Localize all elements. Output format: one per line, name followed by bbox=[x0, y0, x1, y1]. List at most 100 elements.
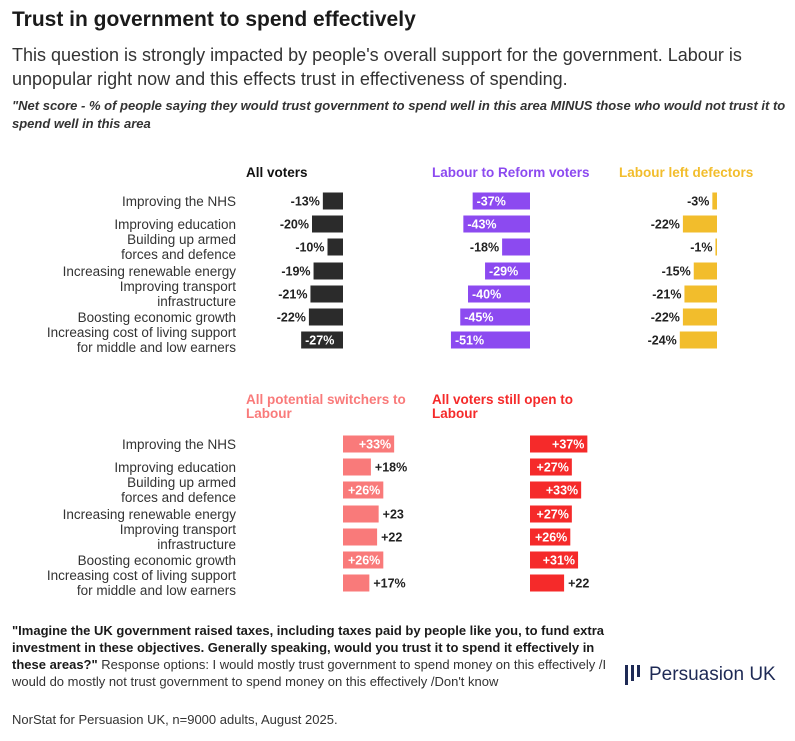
source-note: NorStat for Persuasion UK, n=9000 adults… bbox=[12, 712, 338, 727]
category-label-top-building-up-armed-forces-and-defence: Building up armed forces and defence bbox=[121, 232, 236, 262]
data-label-all-voters-3: -19% bbox=[281, 265, 310, 279]
category-label-bottom-increasing-renewable-energy: Increasing renewable energy bbox=[63, 507, 237, 522]
bar-all-voters-1 bbox=[312, 215, 343, 233]
bar-labour-left-defectors-2 bbox=[715, 238, 717, 256]
data-label-all-voters-2: -10% bbox=[295, 241, 324, 255]
bar-labour-to-reform-voters-1 bbox=[463, 215, 530, 233]
data-label-labour-to-reform-voters-5: -45% bbox=[464, 311, 493, 325]
category-label-top-increasing-renewable-energy: Increasing renewable energy bbox=[63, 264, 237, 279]
bar-all-potential-switchers-to-labour-4 bbox=[343, 528, 378, 546]
category-label-bottom-improving-the-nhs: Improving the NHS bbox=[122, 437, 236, 452]
data-label-all-voters-still-open-to-labour-1: +27% bbox=[537, 461, 569, 475]
data-label-labour-left-defectors-4: -21% bbox=[652, 288, 681, 302]
bar-labour-to-reform-voters-4 bbox=[468, 285, 530, 303]
question-options: Response options: I would mostly trust g… bbox=[12, 657, 607, 689]
category-label-bottom-increasing-cost-of-living-support-for-middle-and-low-earners: Increasing cost of living support for mid… bbox=[47, 568, 236, 598]
question-text: "Imagine the UK government raised taxes,… bbox=[12, 622, 612, 690]
data-label-all-potential-switchers-to-labour-3: +23 bbox=[383, 508, 404, 522]
data-label-labour-to-reform-voters-3: -29% bbox=[489, 265, 518, 279]
data-label-all-voters-4: -21% bbox=[278, 288, 307, 302]
data-label-all-potential-switchers-to-labour-2: +26% bbox=[348, 484, 380, 498]
data-label-labour-left-defectors-1: -22% bbox=[651, 218, 680, 232]
bar-labour-to-reform-voters-2 bbox=[502, 238, 530, 256]
category-label-top-increasing-cost-of-living-support-for-middle-and-low-earners: Increasing cost of living support for mid… bbox=[47, 325, 236, 355]
bar-all-voters-0 bbox=[322, 192, 343, 210]
data-label-all-potential-switchers-to-labour-0: +33% bbox=[359, 438, 391, 452]
category-label-top-improving-the-nhs: Improving the NHS bbox=[122, 194, 236, 209]
bar-all-potential-switchers-to-labour-2 bbox=[343, 481, 384, 499]
bar-all-voters-still-open-to-labour-6 bbox=[530, 574, 565, 592]
category-label-top-improving-education: Improving education bbox=[114, 217, 236, 232]
data-label-all-voters-0: -13% bbox=[291, 195, 320, 209]
category-label-bottom-improving-transport-infrastructure: Improving transport infrastructure bbox=[120, 522, 237, 552]
data-label-all-potential-switchers-to-labour-6: +17% bbox=[373, 577, 405, 591]
bar-all-voters-6 bbox=[301, 331, 343, 349]
bar-labour-to-reform-voters-3 bbox=[485, 262, 530, 280]
bar-all-voters-still-open-to-labour-2 bbox=[530, 481, 582, 499]
bar-labour-left-defectors-3 bbox=[693, 262, 717, 280]
series-header-all-voters-still-open-to-labour: All voters still open to Labour bbox=[432, 392, 573, 421]
data-label-labour-to-reform-voters-0: -37% bbox=[477, 195, 506, 209]
bar-all-potential-switchers-to-labour-0 bbox=[343, 435, 395, 453]
data-label-labour-to-reform-voters-2: -18% bbox=[470, 241, 499, 255]
data-label-labour-left-defectors-6: -24% bbox=[648, 334, 677, 348]
bar-labour-to-reform-voters-0 bbox=[472, 192, 530, 210]
bar-all-voters-3 bbox=[313, 262, 343, 280]
bar-all-voters-still-open-to-labour-5 bbox=[530, 551, 579, 569]
bar-all-potential-switchers-to-labour-3 bbox=[343, 505, 379, 523]
bar-labour-left-defectors-1 bbox=[682, 215, 717, 233]
series-header-labour-left-defectors: Labour left defectors bbox=[619, 165, 753, 180]
data-label-all-voters-1: -20% bbox=[280, 218, 309, 232]
bar-all-potential-switchers-to-labour-6 bbox=[343, 574, 370, 592]
data-label-all-potential-switchers-to-labour-4: +22 bbox=[381, 531, 402, 545]
bar-labour-to-reform-voters-6 bbox=[450, 331, 530, 349]
data-label-all-voters-still-open-to-labour-3: +27% bbox=[537, 508, 569, 522]
category-label-bottom-building-up-armed-forces-and-defence: Building up armed forces and defence bbox=[121, 475, 236, 505]
series-header-all-potential-switchers-to-labour: All potential switchers to Labour bbox=[246, 392, 406, 421]
data-label-labour-left-defectors-0: -3% bbox=[687, 195, 709, 209]
bar-labour-to-reform-voters-5 bbox=[460, 308, 530, 326]
category-label-top-improving-transport-infrastructure: Improving transport infrastructure bbox=[120, 279, 237, 309]
data-label-labour-left-defectors-3: -15% bbox=[662, 265, 691, 279]
bar-labour-left-defectors-4 bbox=[684, 285, 717, 303]
bar-labour-left-defectors-5 bbox=[682, 308, 717, 326]
data-label-labour-to-reform-voters-6: -51% bbox=[455, 334, 484, 348]
bar-all-voters-2 bbox=[327, 238, 343, 256]
bar-labour-left-defectors-0 bbox=[712, 192, 717, 210]
bar-all-voters-still-open-to-labour-0 bbox=[530, 435, 588, 453]
bar-labour-left-defectors-6 bbox=[679, 331, 717, 349]
bar-all-potential-switchers-to-labour-5 bbox=[343, 551, 384, 569]
category-label-bottom-boosting-economic-growth: Boosting economic growth bbox=[78, 553, 236, 568]
data-label-all-potential-switchers-to-labour-5: +26% bbox=[348, 554, 380, 568]
data-label-labour-to-reform-voters-1: -43% bbox=[467, 218, 496, 232]
chart-subtitle: This question is strongly impacted by pe… bbox=[12, 45, 742, 89]
data-label-all-voters-6: -27% bbox=[305, 334, 334, 348]
bar-all-voters-still-open-to-labour-3 bbox=[530, 505, 572, 523]
data-label-labour-to-reform-voters-4: -40% bbox=[472, 288, 501, 302]
chart-note: "Net score - % of people saying they wou… bbox=[12, 98, 786, 131]
persuasion-logo: Persuasion UK bbox=[625, 664, 776, 686]
bar-all-voters-4 bbox=[310, 285, 343, 303]
logo-text: Persuasion UK bbox=[649, 664, 776, 685]
bar-all-voters-still-open-to-labour-4 bbox=[530, 528, 571, 546]
question-bold: "Imagine the UK government raised taxes,… bbox=[12, 623, 605, 672]
series-header-labour-to-reform-voters: Labour to Reform voters bbox=[432, 165, 590, 180]
category-label-top-boosting-economic-growth: Boosting economic growth bbox=[78, 310, 236, 325]
chart-title: Trust in government to spend effectively bbox=[12, 8, 416, 31]
data-label-all-voters-still-open-to-labour-4: +26% bbox=[535, 531, 567, 545]
data-label-all-voters-5: -22% bbox=[277, 311, 306, 325]
data-label-all-voters-still-open-to-labour-2: +33% bbox=[546, 484, 578, 498]
category-label-bottom-improving-education: Improving education bbox=[114, 460, 236, 475]
bar-all-voters-still-open-to-labour-1 bbox=[530, 458, 572, 476]
data-label-all-voters-still-open-to-labour-6: +22 bbox=[568, 577, 589, 591]
bar-all-voters-5 bbox=[308, 308, 343, 326]
data-label-labour-left-defectors-2: -1% bbox=[690, 241, 712, 255]
data-label-all-voters-still-open-to-labour-5: +31% bbox=[543, 554, 575, 568]
logo-mark-icon bbox=[625, 665, 640, 685]
bar-all-potential-switchers-to-labour-1 bbox=[343, 458, 371, 476]
data-label-all-voters-still-open-to-labour-0: +37% bbox=[552, 438, 584, 452]
series-header-all-voters: All voters bbox=[246, 165, 308, 180]
data-label-labour-left-defectors-5: -22% bbox=[651, 311, 680, 325]
data-label-all-potential-switchers-to-labour-1: +18% bbox=[375, 461, 407, 475]
